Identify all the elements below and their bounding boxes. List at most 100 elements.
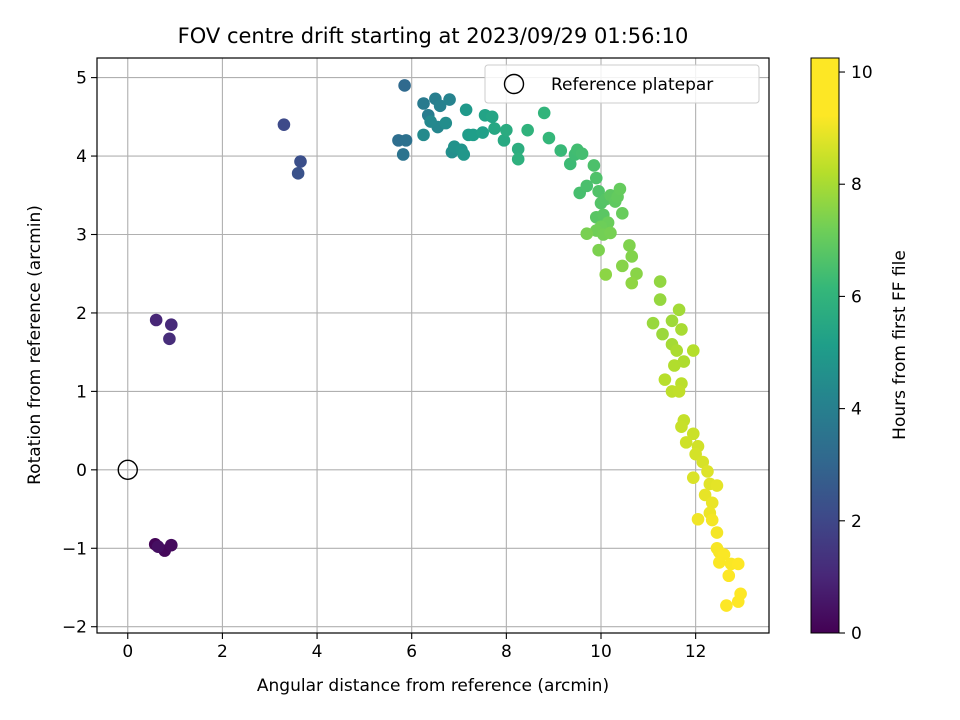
data-point bbox=[675, 323, 688, 336]
y-tick: 3 bbox=[76, 226, 97, 246]
data-point bbox=[679, 436, 693, 449]
legend: Reference platepar bbox=[484, 64, 760, 104]
x-tick: 0 bbox=[122, 633, 133, 662]
x-tick-label: 10 bbox=[590, 642, 612, 662]
y-tick: 0 bbox=[76, 461, 97, 481]
data-point bbox=[630, 267, 643, 281]
colorbar bbox=[810, 57, 840, 634]
data-point bbox=[443, 93, 456, 106]
data-point bbox=[580, 227, 594, 241]
data-point bbox=[713, 556, 726, 569]
data-point bbox=[686, 344, 700, 357]
data-point bbox=[476, 126, 489, 139]
data-point bbox=[164, 318, 178, 332]
chart-title: FOV centre drift starting at 2023/09/29 … bbox=[178, 24, 689, 48]
plot-frame bbox=[96, 57, 770, 634]
data-point bbox=[163, 332, 176, 346]
data-point bbox=[417, 97, 430, 110]
data-point bbox=[710, 526, 724, 539]
colorbar-ticks: 0 2 4 6 8 10 bbox=[839, 63, 873, 644]
data-point bbox=[537, 106, 551, 120]
data-point bbox=[646, 316, 660, 330]
data-point bbox=[151, 540, 165, 554]
data-point bbox=[625, 276, 639, 290]
data-point bbox=[500, 123, 513, 137]
colorbar-tick: 2 bbox=[839, 512, 862, 532]
data-point bbox=[615, 259, 629, 273]
data-point bbox=[625, 250, 639, 263]
data-point bbox=[613, 182, 627, 196]
data-point bbox=[656, 327, 669, 341]
data-point bbox=[497, 134, 511, 147]
y-tick-label: 3 bbox=[76, 226, 87, 246]
reference-marker-group bbox=[117, 459, 138, 481]
x-tick: 4 bbox=[312, 633, 323, 662]
colorbar-tick: 6 bbox=[839, 287, 862, 307]
y-tick-label: 4 bbox=[76, 147, 87, 167]
data-point bbox=[396, 148, 410, 161]
colorbar-tick-label: 8 bbox=[851, 175, 862, 195]
data-point bbox=[668, 359, 681, 372]
y-tick-label: −1 bbox=[62, 539, 87, 559]
colorbar-tick: 10 bbox=[839, 63, 873, 83]
data-point bbox=[604, 226, 617, 240]
y-tick: −2 bbox=[62, 618, 97, 638]
x-tick-label: 6 bbox=[406, 642, 417, 662]
y-tick: 2 bbox=[76, 304, 97, 324]
y-tick: 5 bbox=[76, 69, 97, 89]
data-point bbox=[731, 595, 745, 608]
data-point bbox=[653, 293, 667, 306]
y-tick: 4 bbox=[76, 147, 97, 167]
data-point bbox=[705, 496, 719, 510]
data-point bbox=[424, 115, 437, 128]
y-tick-label: 2 bbox=[76, 304, 87, 324]
legend-box bbox=[484, 64, 760, 104]
data-point bbox=[399, 134, 413, 147]
data-point bbox=[277, 118, 291, 131]
data-point bbox=[294, 155, 307, 168]
data-point bbox=[722, 569, 736, 583]
x-tick-label: 4 bbox=[312, 642, 323, 662]
data-point bbox=[485, 110, 499, 124]
data-point bbox=[398, 79, 411, 92]
x-tick: 6 bbox=[406, 633, 417, 662]
data-points bbox=[148, 79, 747, 612]
data-point bbox=[587, 159, 601, 172]
data-point bbox=[511, 142, 525, 156]
data-point bbox=[563, 157, 577, 171]
x-axis-label: Angular distance from reference (arcmin) bbox=[257, 676, 609, 696]
data-point bbox=[670, 344, 684, 357]
data-point bbox=[291, 167, 305, 180]
y-axis-label: Rotation from reference (arcmin) bbox=[25, 205, 45, 485]
y-tick: −1 bbox=[62, 539, 97, 559]
data-point bbox=[672, 385, 686, 398]
data-point bbox=[705, 513, 719, 527]
data-point bbox=[511, 152, 525, 166]
grid bbox=[97, 58, 769, 633]
data-point bbox=[599, 268, 613, 281]
y-tick-label: −2 bbox=[62, 618, 87, 638]
data-point bbox=[731, 557, 745, 571]
data-point bbox=[457, 148, 471, 161]
data-point bbox=[488, 122, 501, 135]
data-point bbox=[675, 420, 688, 433]
data-point bbox=[589, 171, 603, 185]
data-point bbox=[521, 123, 534, 137]
colorbar-tick: 8 bbox=[839, 175, 862, 195]
colorbar-tick: 0 bbox=[839, 624, 862, 644]
data-point bbox=[677, 355, 691, 368]
colorbar-tick-label: 10 bbox=[851, 63, 873, 83]
colorbar-tick-label: 4 bbox=[851, 400, 862, 420]
data-point bbox=[701, 465, 714, 478]
data-point bbox=[580, 179, 594, 193]
data-point bbox=[672, 303, 686, 317]
colorbar-tick-label: 0 bbox=[851, 624, 862, 644]
y-tick-label: 5 bbox=[76, 69, 87, 89]
data-point bbox=[696, 455, 710, 469]
x-tick-label: 2 bbox=[217, 642, 228, 662]
x-tick-label: 0 bbox=[122, 642, 133, 662]
legend-reference-marker bbox=[503, 73, 525, 95]
reference-platepar-marker bbox=[117, 459, 138, 481]
y-tick-label: 1 bbox=[76, 382, 87, 402]
colorbar-tick: 4 bbox=[839, 400, 862, 420]
